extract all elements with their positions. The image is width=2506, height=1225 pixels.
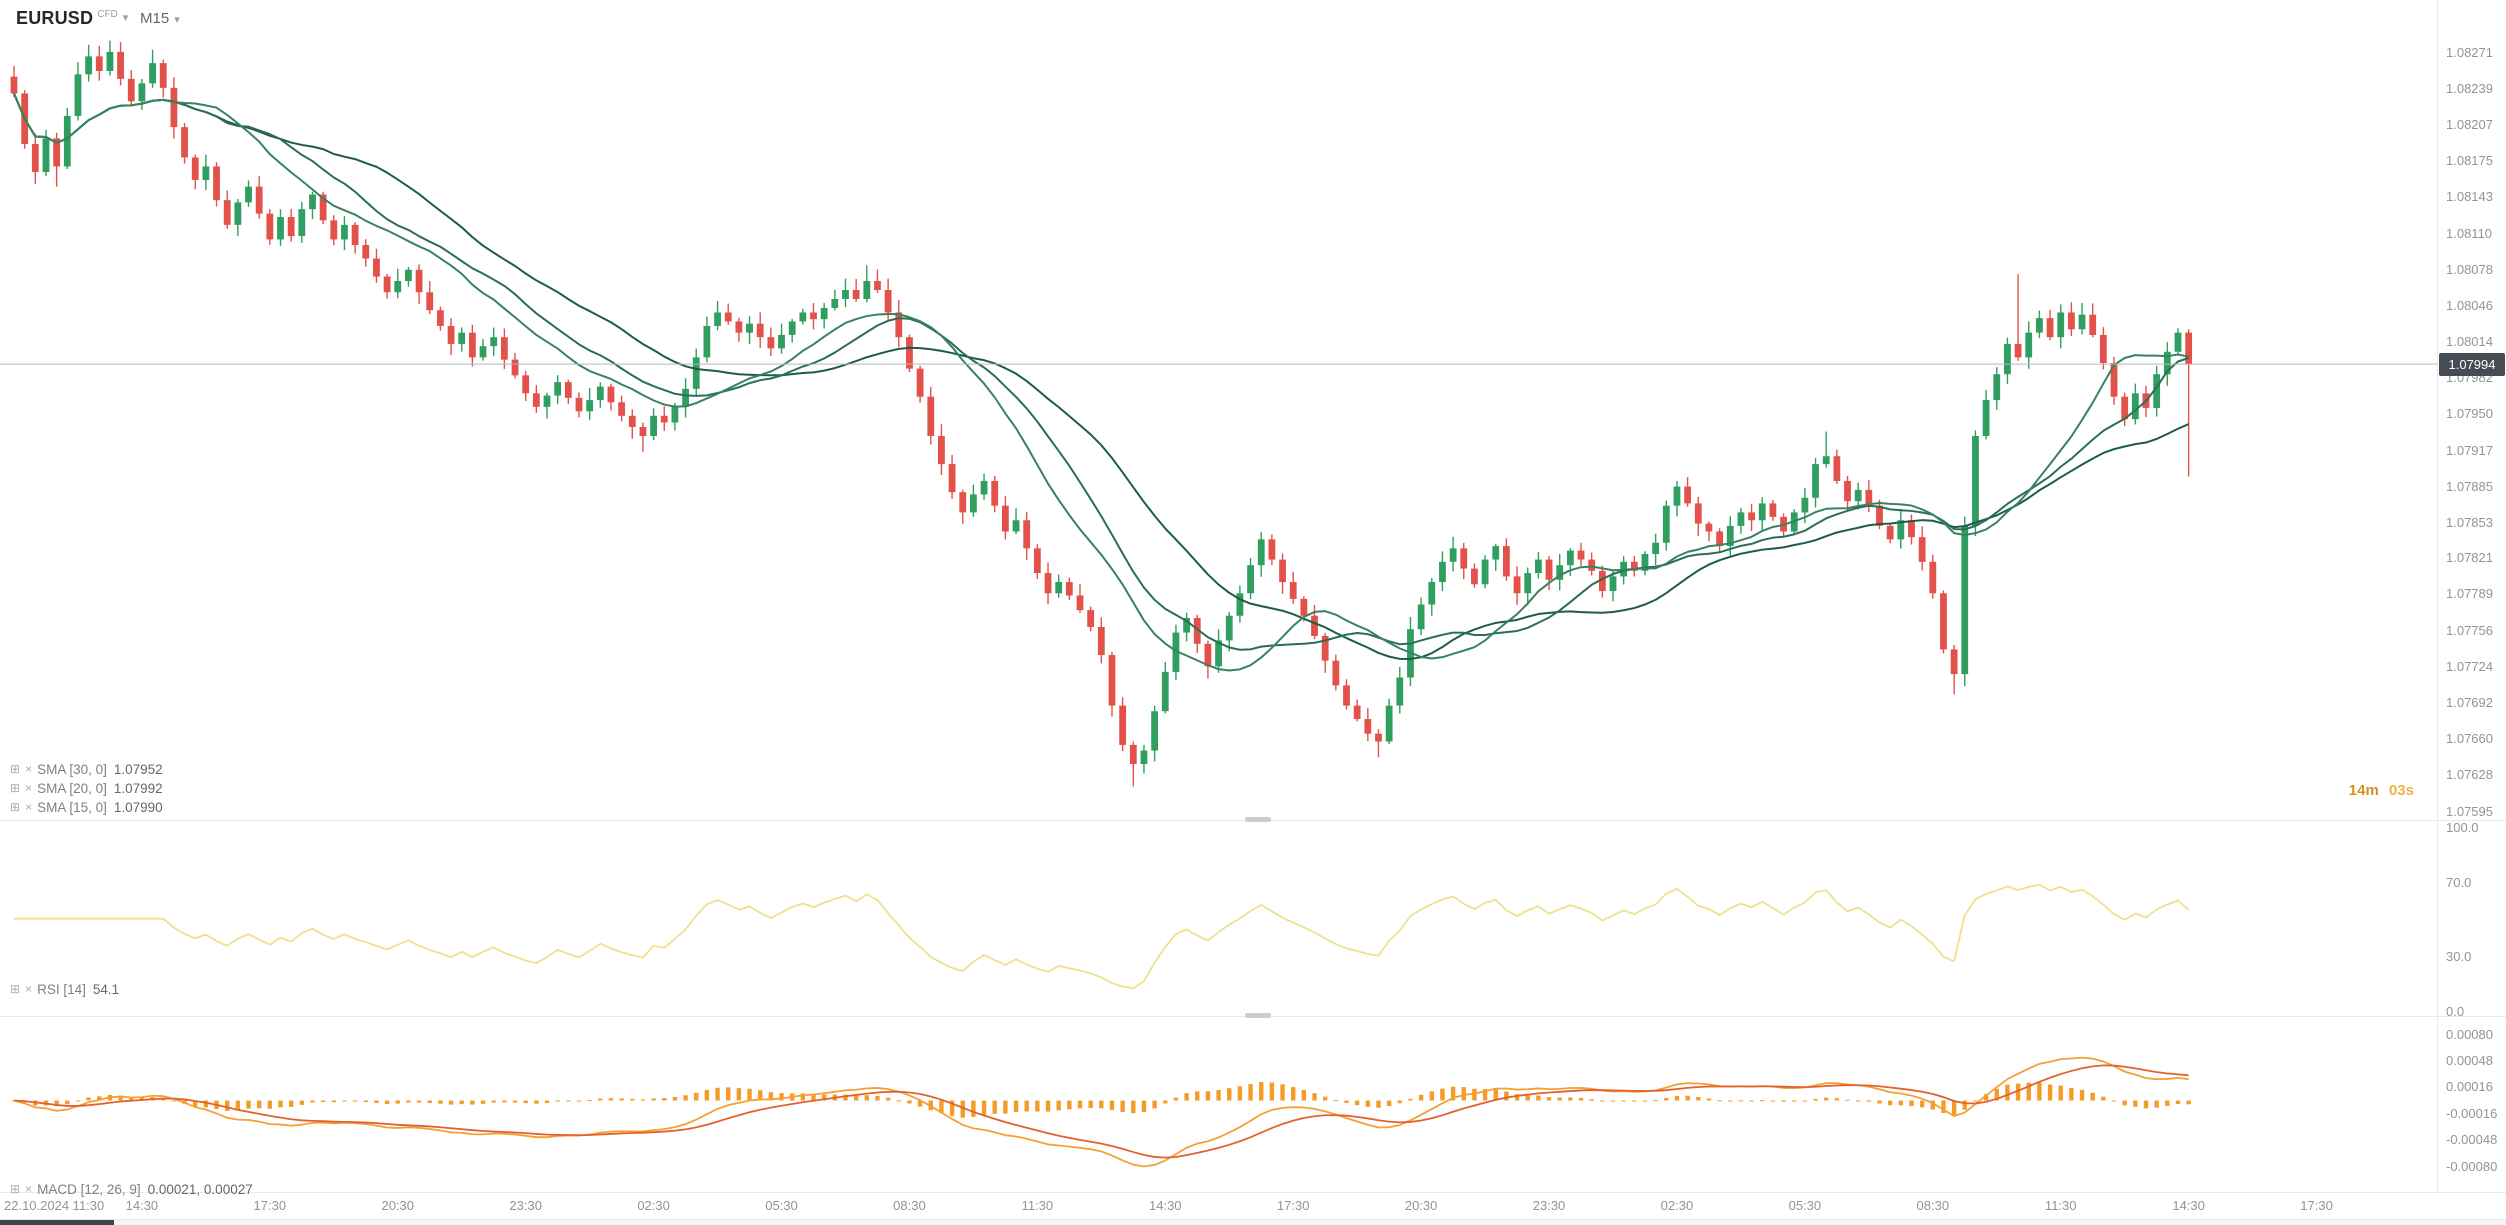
indicator-remove-icon[interactable]: × bbox=[25, 1182, 33, 1196]
time-axis-tick: 05:30 bbox=[1788, 1198, 1822, 1213]
time-axis-tick: 20:30 bbox=[381, 1198, 415, 1213]
horizontal-scrollbar[interactable] bbox=[0, 1219, 2506, 1225]
rsi-line bbox=[14, 883, 2190, 990]
indicator-settings-icon[interactable]: ⊞ bbox=[10, 1182, 21, 1196]
indicator-value: 1.07952 bbox=[113, 761, 163, 777]
time-axis-tick: 20:30 bbox=[1404, 1198, 1438, 1213]
indicator-value: 1.07992 bbox=[113, 780, 163, 796]
countdown-minutes: 14m bbox=[2348, 782, 2379, 799]
macd-histogram-layer bbox=[11, 1082, 2191, 1118]
pane-splitter[interactable] bbox=[1245, 817, 1271, 822]
time-axis-tick: 14:30 bbox=[1148, 1198, 1182, 1213]
time-axis-tick: 14:30 bbox=[2172, 1198, 2205, 1213]
indicator-remove-icon[interactable]: × bbox=[25, 982, 33, 996]
scrollbar-handle[interactable] bbox=[0, 1220, 114, 1225]
indicator-remove-icon[interactable]: × bbox=[25, 762, 33, 776]
current-price-value: 1.07994 bbox=[2448, 356, 2496, 372]
current-price-badge: 1.07994 bbox=[2439, 352, 2505, 376]
chevron-down-icon: ▾ bbox=[122, 12, 129, 24]
time-axis-tick: 08:30 bbox=[1916, 1198, 1950, 1213]
symbol-name: EURUSD bbox=[16, 8, 94, 28]
rsi-legend: ⊞ × RSI [14] 54.1 bbox=[10, 980, 119, 998]
time-axis-tick: 17:30 bbox=[253, 1198, 287, 1213]
indicator-label: RSI [14] bbox=[37, 981, 86, 997]
indicator-settings-icon[interactable]: ⊞ bbox=[10, 982, 21, 996]
candles-layer bbox=[10, 40, 2193, 787]
sma-20-legend: ⊞ × SMA [20, 0] 1.07992 bbox=[10, 779, 163, 797]
indicator-value: 0.00021, 0.00027 bbox=[147, 1181, 253, 1197]
time-axis-tick: 22.10.2024 11:30 bbox=[4, 1198, 105, 1213]
time-axis-tick: 08:30 bbox=[893, 1198, 926, 1213]
indicator-remove-icon[interactable]: × bbox=[25, 781, 33, 795]
indicator-label: SMA [20, 0] bbox=[37, 780, 107, 796]
time-axis-tick: 23:30 bbox=[1532, 1198, 1566, 1213]
chevron-down-icon: ▾ bbox=[174, 14, 180, 26]
instrument-type-label: CFD bbox=[97, 9, 118, 20]
time-axis-tick: 02:30 bbox=[637, 1198, 670, 1213]
macd-signal-line bbox=[13, 1064, 2189, 1159]
time-axis: 22.10.2024 11:30 14:30 17:30 20:30 23:30 02:3… bbox=[0, 1198, 2506, 1222]
indicator-label: SMA [30, 0] bbox=[37, 761, 107, 777]
sma-15-legend: ⊞ × SMA [15, 0] 1.07990 bbox=[10, 798, 163, 816]
indicator-label: SMA [15, 0] bbox=[37, 799, 107, 815]
indicator-value: 1.07990 bbox=[113, 799, 163, 815]
time-axis-tick: 05:30 bbox=[765, 1198, 798, 1213]
sma-lines-layer bbox=[13, 93, 2190, 672]
indicator-settings-icon[interactable]: ⊞ bbox=[10, 762, 21, 776]
candle-countdown-timer: 14m 03s bbox=[2349, 782, 2414, 799]
time-axis-tick: 23:30 bbox=[509, 1198, 542, 1213]
timeframe-selector[interactable]: M15 ▾ bbox=[140, 10, 180, 27]
macd-legend: ⊞ × MACD [12, 26, 9] 0.00021, 0.00027 bbox=[10, 1180, 253, 1198]
indicator-settings-icon[interactable]: ⊞ bbox=[10, 781, 21, 795]
time-axis-tick: 11:30 bbox=[2044, 1198, 2077, 1213]
indicator-remove-icon[interactable]: × bbox=[25, 800, 33, 814]
pane-splitter[interactable] bbox=[1245, 1013, 1271, 1018]
time-axis-tick: 14:30 bbox=[125, 1198, 159, 1213]
time-axis-tick: 17:30 bbox=[1276, 1198, 1310, 1213]
indicator-value: 54.1 bbox=[92, 981, 120, 997]
countdown-seconds: 03s bbox=[2388, 782, 2414, 799]
macd-line bbox=[13, 1056, 2189, 1168]
time-axis-tick: 02:30 bbox=[1660, 1198, 1694, 1213]
indicator-label: MACD [12, 26, 9] bbox=[37, 1181, 141, 1197]
symbol-selector[interactable]: EURUSD CFD ▾ bbox=[16, 8, 128, 29]
time-axis-tick: 17:30 bbox=[2300, 1198, 2333, 1213]
time-axis-tick: 11:30 bbox=[1021, 1198, 1054, 1213]
timeframe-label: M15 bbox=[140, 10, 170, 27]
indicator-settings-icon[interactable]: ⊞ bbox=[10, 800, 21, 814]
sma-30-legend: ⊞ × SMA [30, 0] 1.07952 bbox=[10, 760, 163, 778]
